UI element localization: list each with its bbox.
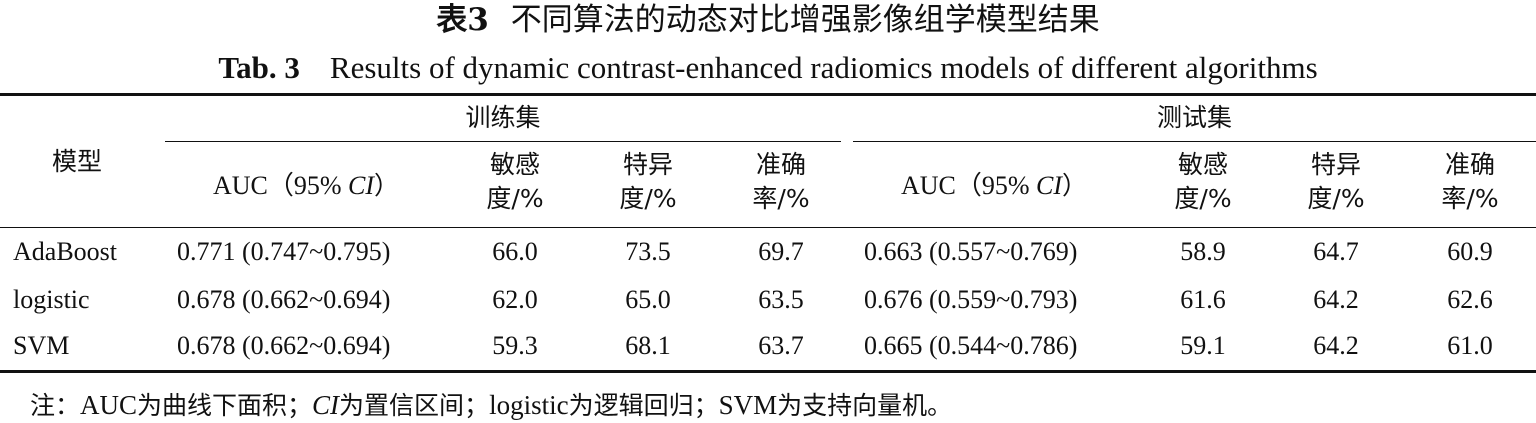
header-label: 度/% bbox=[1307, 184, 1365, 213]
header-model: 模型 bbox=[52, 147, 103, 176]
table-number-en: Tab. 3 bbox=[218, 50, 300, 85]
header-auc-suffix: ） bbox=[374, 171, 400, 200]
header-test-sensitivity: 敏感 度/% bbox=[1158, 148, 1248, 216]
row-test-auc: 0.676 (0.559~0.793) bbox=[864, 285, 1078, 314]
header-train-sensitivity: 敏感 度/% bbox=[470, 148, 560, 216]
header-auc-ci: CI bbox=[1036, 171, 1063, 200]
note-logistic-def: 为逻辑回归； bbox=[568, 391, 719, 420]
row-test-acc: 62.6 bbox=[1447, 285, 1493, 314]
row-test-sens: 58.9 bbox=[1180, 237, 1226, 266]
table-number-cn: 表3 bbox=[436, 2, 489, 38]
row-train-sens: 59.3 bbox=[492, 331, 538, 360]
header-label: 准确 bbox=[755, 150, 806, 179]
header-auc-suffix: ） bbox=[1062, 171, 1088, 200]
row-test-spec: 64.7 bbox=[1313, 237, 1359, 266]
note-svm-def: 为支持向量机。 bbox=[777, 391, 953, 420]
row-train-acc: 63.5 bbox=[758, 285, 804, 314]
row-train-acc: 63.7 bbox=[758, 331, 804, 360]
header-test-auc: AUC（95% CI） bbox=[853, 170, 1135, 202]
note-svm: SVM bbox=[718, 390, 778, 420]
header-train-auc: AUC（95% CI） bbox=[165, 170, 447, 202]
row-train-spec: 65.0 bbox=[625, 285, 671, 314]
row-test-sens: 61.6 bbox=[1180, 285, 1226, 314]
row-test-spec: 64.2 bbox=[1313, 331, 1359, 360]
header-label: 敏感 bbox=[489, 150, 540, 179]
header-label: 度/% bbox=[486, 184, 544, 213]
header-label: 敏感 bbox=[1177, 150, 1228, 179]
note-lead: 注： bbox=[30, 391, 81, 420]
note-auc: AUC bbox=[80, 390, 138, 420]
header-test-specificity: 特异 度/% bbox=[1291, 148, 1381, 216]
table-footnote: 注：AUC为曲线下面积；CI为置信区间；logistic为逻辑回归；SVM为支持… bbox=[30, 388, 952, 423]
note-logistic: logistic bbox=[489, 390, 569, 420]
row-train-spec: 73.5 bbox=[625, 237, 671, 266]
header-train-group: 训练集 bbox=[465, 103, 541, 132]
header-label: 率/% bbox=[1441, 184, 1499, 213]
header-label: 度/% bbox=[619, 184, 677, 213]
row-test-sens: 59.1 bbox=[1180, 331, 1226, 360]
header-train-specificity: 特异 度/% bbox=[603, 148, 693, 216]
row-test-acc: 60.9 bbox=[1447, 237, 1493, 266]
header-auc-prefix: AUC（95% bbox=[900, 171, 1030, 200]
table-title-cn: 表3 不同算法的动态对比增强影像组学模型结果 bbox=[0, 0, 1536, 40]
header-label: 特异 bbox=[1310, 150, 1361, 179]
row-model: AdaBoost bbox=[13, 237, 117, 266]
header-label: 率/% bbox=[752, 184, 810, 213]
header-label: 特异 bbox=[622, 150, 673, 179]
header-train-accuracy: 准确 率/% bbox=[736, 148, 826, 216]
row-test-auc: 0.663 (0.557~0.769) bbox=[864, 237, 1078, 266]
row-train-sens: 62.0 bbox=[492, 285, 538, 314]
train-group-rule bbox=[165, 141, 841, 142]
row-train-spec: 68.1 bbox=[625, 331, 671, 360]
header-test-accuracy: 准确 率/% bbox=[1425, 148, 1515, 216]
header-label: 准确 bbox=[1444, 150, 1495, 179]
row-model: SVM bbox=[13, 331, 70, 360]
note-auc-def: 为曲线下面积； bbox=[137, 391, 313, 420]
table-caption-cn: 不同算法的动态对比增强影像组学模型结果 bbox=[510, 2, 1100, 38]
row-model: logistic bbox=[13, 285, 90, 314]
header-label: 度/% bbox=[1174, 184, 1232, 213]
row-test-spec: 64.2 bbox=[1313, 285, 1359, 314]
row-train-acc: 69.7 bbox=[758, 237, 804, 266]
row-train-auc: 0.771 (0.747~0.795) bbox=[177, 237, 391, 266]
note-ci: CI bbox=[312, 390, 340, 420]
row-test-auc: 0.665 (0.544~0.786) bbox=[864, 331, 1078, 360]
row-test-acc: 61.0 bbox=[1447, 331, 1493, 360]
note-ci-def: 为置信区间； bbox=[339, 391, 490, 420]
table-title-en: Tab. 3 Results of dynamic contrast-enhanc… bbox=[0, 47, 1536, 89]
table-caption-en: Results of dynamic contrast-enhanced rad… bbox=[329, 50, 1318, 85]
header-auc-prefix: AUC（95% bbox=[212, 171, 342, 200]
header-bottom-rule bbox=[0, 227, 1536, 228]
row-train-auc: 0.678 (0.662~0.694) bbox=[177, 285, 391, 314]
header-test-group: 测试集 bbox=[1156, 103, 1232, 132]
top-rule bbox=[0, 93, 1536, 96]
row-train-auc: 0.678 (0.662~0.694) bbox=[177, 331, 391, 360]
bottom-rule bbox=[0, 370, 1536, 373]
header-auc-ci: CI bbox=[348, 171, 375, 200]
test-group-rule bbox=[853, 141, 1536, 142]
row-train-sens: 66.0 bbox=[492, 237, 538, 266]
